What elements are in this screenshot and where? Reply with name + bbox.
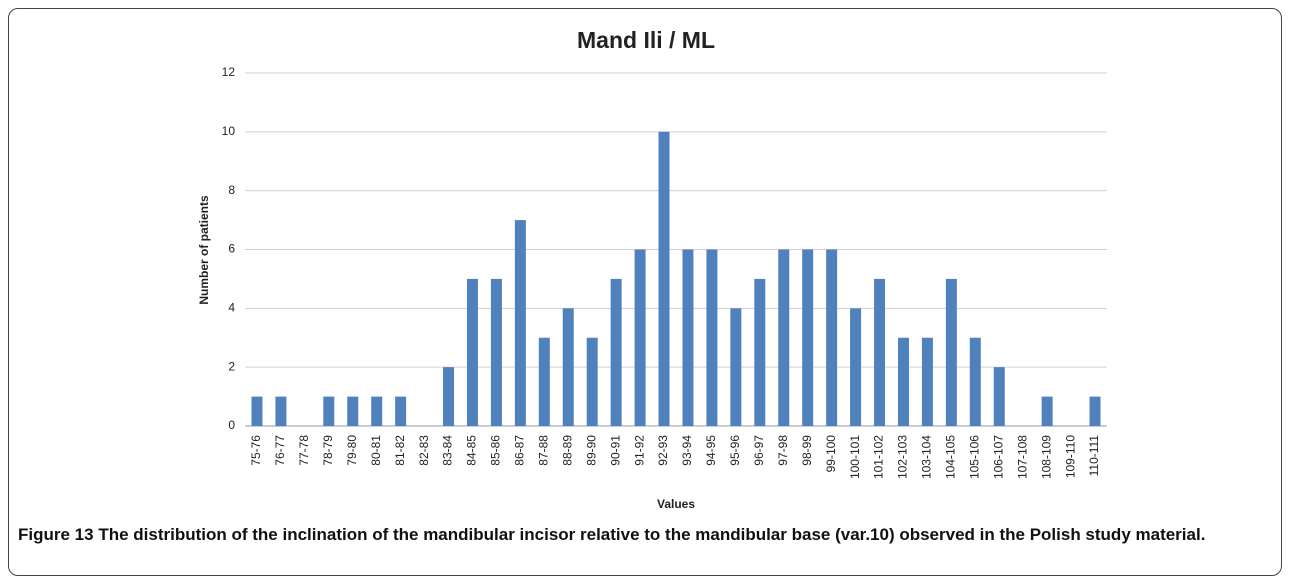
y-tick-label: 10 <box>222 124 236 138</box>
bar <box>610 278 622 426</box>
x-tick-label: 84-85 <box>465 435 479 466</box>
x-tick-label: 92-93 <box>656 435 670 466</box>
x-tick-label: 102-103 <box>896 435 910 479</box>
bar <box>443 367 455 426</box>
bar <box>993 367 1005 426</box>
x-tick-label: 85-86 <box>489 435 503 466</box>
y-tick-label: 8 <box>228 183 235 197</box>
x-tick-label: 87-88 <box>536 435 550 466</box>
bar <box>874 278 886 426</box>
bar <box>490 278 502 426</box>
figure-frame <box>8 8 1282 576</box>
bar <box>1089 396 1101 426</box>
bar <box>682 249 694 426</box>
caption-text: The distribution of the inclination of t… <box>98 525 1206 544</box>
chart-title: Mand Ili / ML <box>577 27 715 53</box>
bar <box>347 396 359 426</box>
x-tick-label: 109-110 <box>1063 435 1077 478</box>
caption-label: Figure 13 <box>18 525 94 544</box>
bar <box>538 337 550 426</box>
caption: Figure 13 The distribution of the inclin… <box>18 522 1268 547</box>
y-tick-label: 4 <box>228 301 235 315</box>
bar <box>371 396 383 426</box>
bar <box>395 396 407 426</box>
x-tick-label: 97-98 <box>776 435 790 466</box>
x-tick-label: 104-105 <box>944 435 958 479</box>
x-tick-label: 88-89 <box>560 435 574 466</box>
x-tick-label: 75-76 <box>249 435 263 466</box>
bar <box>826 249 838 426</box>
bar <box>945 278 957 426</box>
x-tick-label: 106-107 <box>991 435 1005 479</box>
bar <box>514 220 526 426</box>
x-tick-label: 82-83 <box>417 435 431 466</box>
bar <box>658 131 670 427</box>
bar <box>1041 396 1053 426</box>
bar <box>850 308 862 426</box>
bar <box>275 396 287 426</box>
y-tick-label: 0 <box>228 418 235 432</box>
x-tick-label: 76-77 <box>273 435 287 466</box>
x-tick-label: 108-109 <box>1039 435 1053 479</box>
x-tick-label: 99-100 <box>824 435 838 473</box>
y-tick-label: 2 <box>228 359 235 373</box>
x-tick-label: 105-106 <box>967 435 981 479</box>
bar <box>921 337 933 426</box>
bar <box>466 278 478 426</box>
bar <box>754 278 766 426</box>
bar <box>586 337 598 426</box>
x-tick-label: 81-82 <box>393 435 407 466</box>
x-tick-label: 101-102 <box>872 435 886 479</box>
bar <box>323 396 335 426</box>
y-axis-label: Number of patients <box>197 195 211 305</box>
bar <box>969 337 981 426</box>
y-tick-label: 12 <box>222 65 236 79</box>
y-tick-label: 6 <box>228 242 235 256</box>
x-tick-label: 100-101 <box>848 435 862 479</box>
x-tick-label: 93-94 <box>680 435 694 466</box>
x-tick-label: 86-87 <box>513 435 527 466</box>
x-tick-label: 98-99 <box>800 435 814 466</box>
bar <box>730 308 742 426</box>
x-tick-label: 94-95 <box>704 435 718 466</box>
bar <box>634 249 646 426</box>
x-tick-label: 83-84 <box>441 435 455 466</box>
x-tick-label: 89-90 <box>584 435 598 466</box>
bar <box>562 308 574 426</box>
x-tick-label: 103-104 <box>920 435 934 479</box>
bar <box>897 337 909 426</box>
x-tick-label: 95-96 <box>728 435 742 466</box>
x-tick-label: 80-81 <box>369 435 383 466</box>
bar <box>706 249 718 426</box>
bar <box>802 249 814 426</box>
bar <box>251 396 263 426</box>
x-tick-label: 78-79 <box>321 435 335 466</box>
bar <box>778 249 790 426</box>
x-tick-label: 90-91 <box>608 435 622 466</box>
chart: Mand Ili / ML Number of patients Values … <box>197 27 1107 511</box>
x-tick-label: 79-80 <box>345 435 359 466</box>
x-tick-label: 110-111 <box>1087 435 1101 477</box>
x-tick-label: 91-92 <box>632 435 646 466</box>
x-axis-label: Values <box>657 497 695 511</box>
x-tick-label: 96-97 <box>752 435 766 466</box>
x-tick-label: 77-78 <box>297 435 311 466</box>
x-tick-label: 107-108 <box>1015 435 1029 479</box>
